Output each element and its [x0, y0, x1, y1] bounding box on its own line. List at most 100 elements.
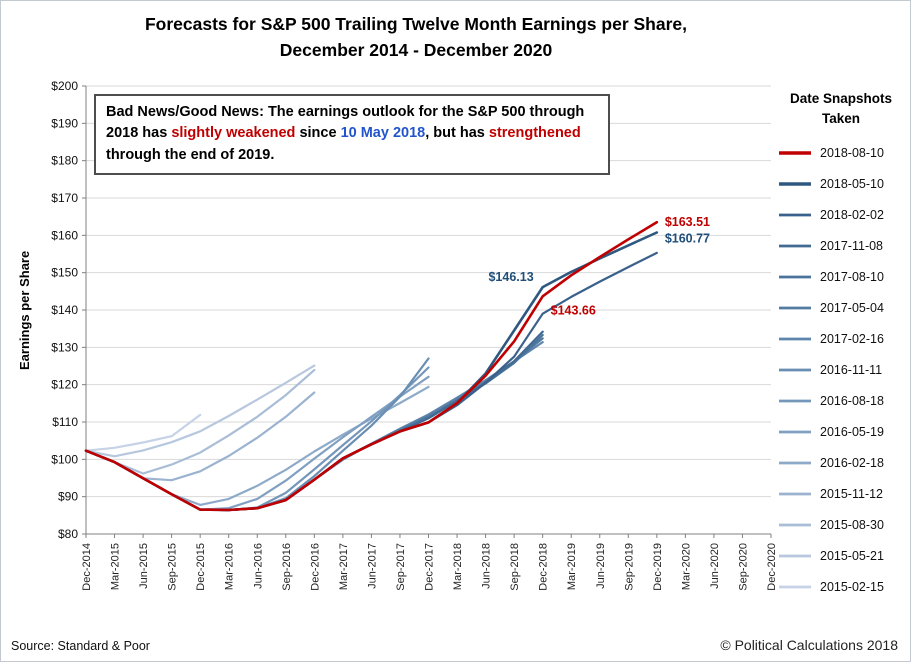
series-line-2015-11-12 [84, 391, 316, 482]
legend-label: 2015-05-21 [820, 548, 884, 563]
y-axis-tick-label: $150 [51, 266, 78, 280]
legend-label: 2018-02-02 [820, 207, 884, 222]
x-axis-tick-label: Sep-2016 [281, 543, 293, 591]
legend-line-swatch [779, 213, 811, 217]
legend-label: 2015-08-30 [820, 517, 884, 532]
legend-label: 2016-11-11 [820, 362, 883, 377]
legend-line-swatch [779, 275, 811, 279]
legend-item-2015-08-30: 2015-08-30 [774, 509, 908, 540]
legend-entries: 2018-08-10 2018-05-10 2018-02-02 2017-11-08… [774, 137, 908, 602]
x-axis-tick-label: Sep-2020 [737, 543, 749, 591]
legend-label: 2017-02-16 [820, 331, 884, 346]
legend-line-swatch [779, 523, 811, 527]
copyright-note: © Political Calculations 2018 [720, 637, 898, 653]
legend-line-swatch [779, 150, 811, 155]
legend-line-swatch [779, 554, 811, 558]
legend-item-2016-11-11: 2016-11-11 [774, 354, 908, 385]
y-axis-tick-label: $190 [51, 116, 78, 130]
data-point-label: $143.66 [551, 303, 596, 317]
x-axis-tick-label: Jun-2017 [366, 543, 378, 589]
x-axis-tick-label: Jun-2015 [138, 543, 150, 589]
legend-item-2017-05-04: 2017-05-04 [774, 292, 908, 323]
annotation-text-segment: through the end of 2019. [106, 146, 275, 163]
x-axis-tick-label: Dec-2020 [766, 543, 778, 591]
x-axis-tick-label: Jun-2020 [709, 543, 721, 589]
legend-item-2016-02-18: 2016-02-18 [774, 447, 908, 478]
x-axis-tick-label: Mar-2020 [680, 543, 692, 590]
series-line-2016-02-18 [84, 385, 430, 506]
series-line-2015-05-21 [84, 364, 316, 458]
page-title-line1: Forecasts for S&P 500 Trailing Twelve Mo… [144, 14, 687, 34]
legend-item-2016-05-19: 2016-05-19 [774, 416, 908, 447]
legend-item-2017-08-10: 2017-08-10 [774, 261, 908, 292]
x-axis-tick-label: Dec-2019 [652, 543, 664, 591]
legend-line-swatch [779, 368, 811, 372]
legend-item-2017-11-08: 2017-11-08 [774, 230, 908, 261]
annotation-text-segment: strengthened [488, 125, 581, 142]
legend-line-swatch [779, 181, 811, 186]
x-axis-tick-label: Dec-2016 [309, 543, 321, 591]
legend-label: 2018-05-10 [820, 176, 884, 191]
x-axis-tick-label: Mar-2016 [224, 543, 236, 590]
annotation-text-segment: slightly weakened [171, 125, 296, 142]
series-line-2015-02-15 [84, 413, 202, 452]
page-title: Forecasts for S&P 500 Trailing Twelve Mo… [1, 11, 831, 64]
series-line-2016-11-11 [84, 357, 430, 512]
legend-label: 2016-02-18 [820, 455, 884, 470]
page-title-line2: December 2014 - December 2020 [279, 40, 553, 61]
y-axis-tick-label: $80 [58, 527, 78, 541]
legend-label: 2017-11-08 [820, 238, 884, 253]
x-axis-tick-label: Sep-2017 [395, 543, 407, 591]
annotation-box: Bad News/Good News: The earnings outlook… [94, 94, 610, 176]
legend-line-swatch [779, 337, 811, 341]
legend-line-swatch [779, 585, 811, 589]
x-axis-tick-label: Jun-2019 [595, 543, 607, 589]
legend-item-2017-02-16: 2017-02-16 [774, 323, 908, 354]
data-point-label: $146.13 [488, 270, 533, 284]
y-axis-tick-label: $90 [58, 490, 78, 504]
legend-label: 2015-02-15 [820, 579, 884, 594]
legend-item-2016-08-18: 2016-08-18 [774, 385, 908, 416]
x-axis-tick-label: Sep-2015 [167, 543, 179, 591]
legend-item-2015-02-15: 2015-02-15 [774, 571, 908, 602]
annotation-text-segment: Bad News/Good News: The earnings outlook… [106, 104, 585, 142]
x-axis-tick-label: Dec-2018 [538, 543, 550, 591]
legend: Date Snapshots Taken 2018-08-10 2018-05-1… [774, 89, 908, 602]
y-axis-tick-label: $120 [51, 378, 78, 392]
legend-item-2015-11-12: 2015-11-12 [774, 478, 908, 509]
series-line-2015-08-30 [84, 369, 316, 475]
eps-forecast-line-chart: $80 $90 $100 $110 $120 $130 $140 $150 $160 $170 $1… [51, 79, 778, 591]
legend-line-swatch [779, 492, 811, 496]
x-axis-tick-label: Sep-2019 [623, 543, 635, 591]
y-axis-tick-label: $170 [51, 191, 78, 205]
legend-line-swatch [779, 306, 811, 310]
x-axis-tick-label: Mar-2017 [338, 543, 350, 590]
y-axis-tick-label: $160 [51, 228, 78, 242]
y-axis-tick-label: $180 [51, 154, 78, 168]
annotation-text-segment: since [295, 125, 341, 142]
legend-line-swatch [779, 244, 811, 248]
legend-label: 2017-08-10 [820, 269, 884, 284]
series-line-2018-02-02 [84, 251, 658, 512]
x-axis-tick-label: Mar-2019 [566, 543, 578, 590]
legend-label: 2018-08-10 [820, 145, 884, 160]
x-axis-tick-label: Mar-2018 [452, 543, 464, 590]
legend-label: 2016-08-18 [820, 393, 884, 408]
x-axis-tick-label: Mar-2015 [110, 543, 122, 590]
legend-label: 2017-05-04 [820, 300, 884, 315]
x-axis-tick-label: Jun-2016 [252, 543, 264, 589]
legend-item-2018-08-10: 2018-08-10 [774, 137, 908, 168]
x-axis-tick-label: Dec-2017 [424, 543, 436, 591]
legend-item-2018-05-10: 2018-05-10 [774, 168, 908, 199]
series-line-2018-08-10 [84, 220, 659, 512]
y-axis-tick-label: $110 [52, 415, 78, 429]
data-point-label: $163.51 [665, 215, 710, 229]
legend-line-swatch [779, 399, 811, 403]
y-axis-tick-label: $130 [51, 340, 78, 354]
y-axis-tick-label: $200 [51, 79, 78, 93]
legend-label: 2015-11-12 [820, 486, 884, 501]
legend-title: Date Snapshots Taken [789, 91, 893, 126]
x-axis-tick-label: Sep-2018 [509, 543, 521, 591]
y-axis-tick-label: $100 [51, 452, 78, 466]
